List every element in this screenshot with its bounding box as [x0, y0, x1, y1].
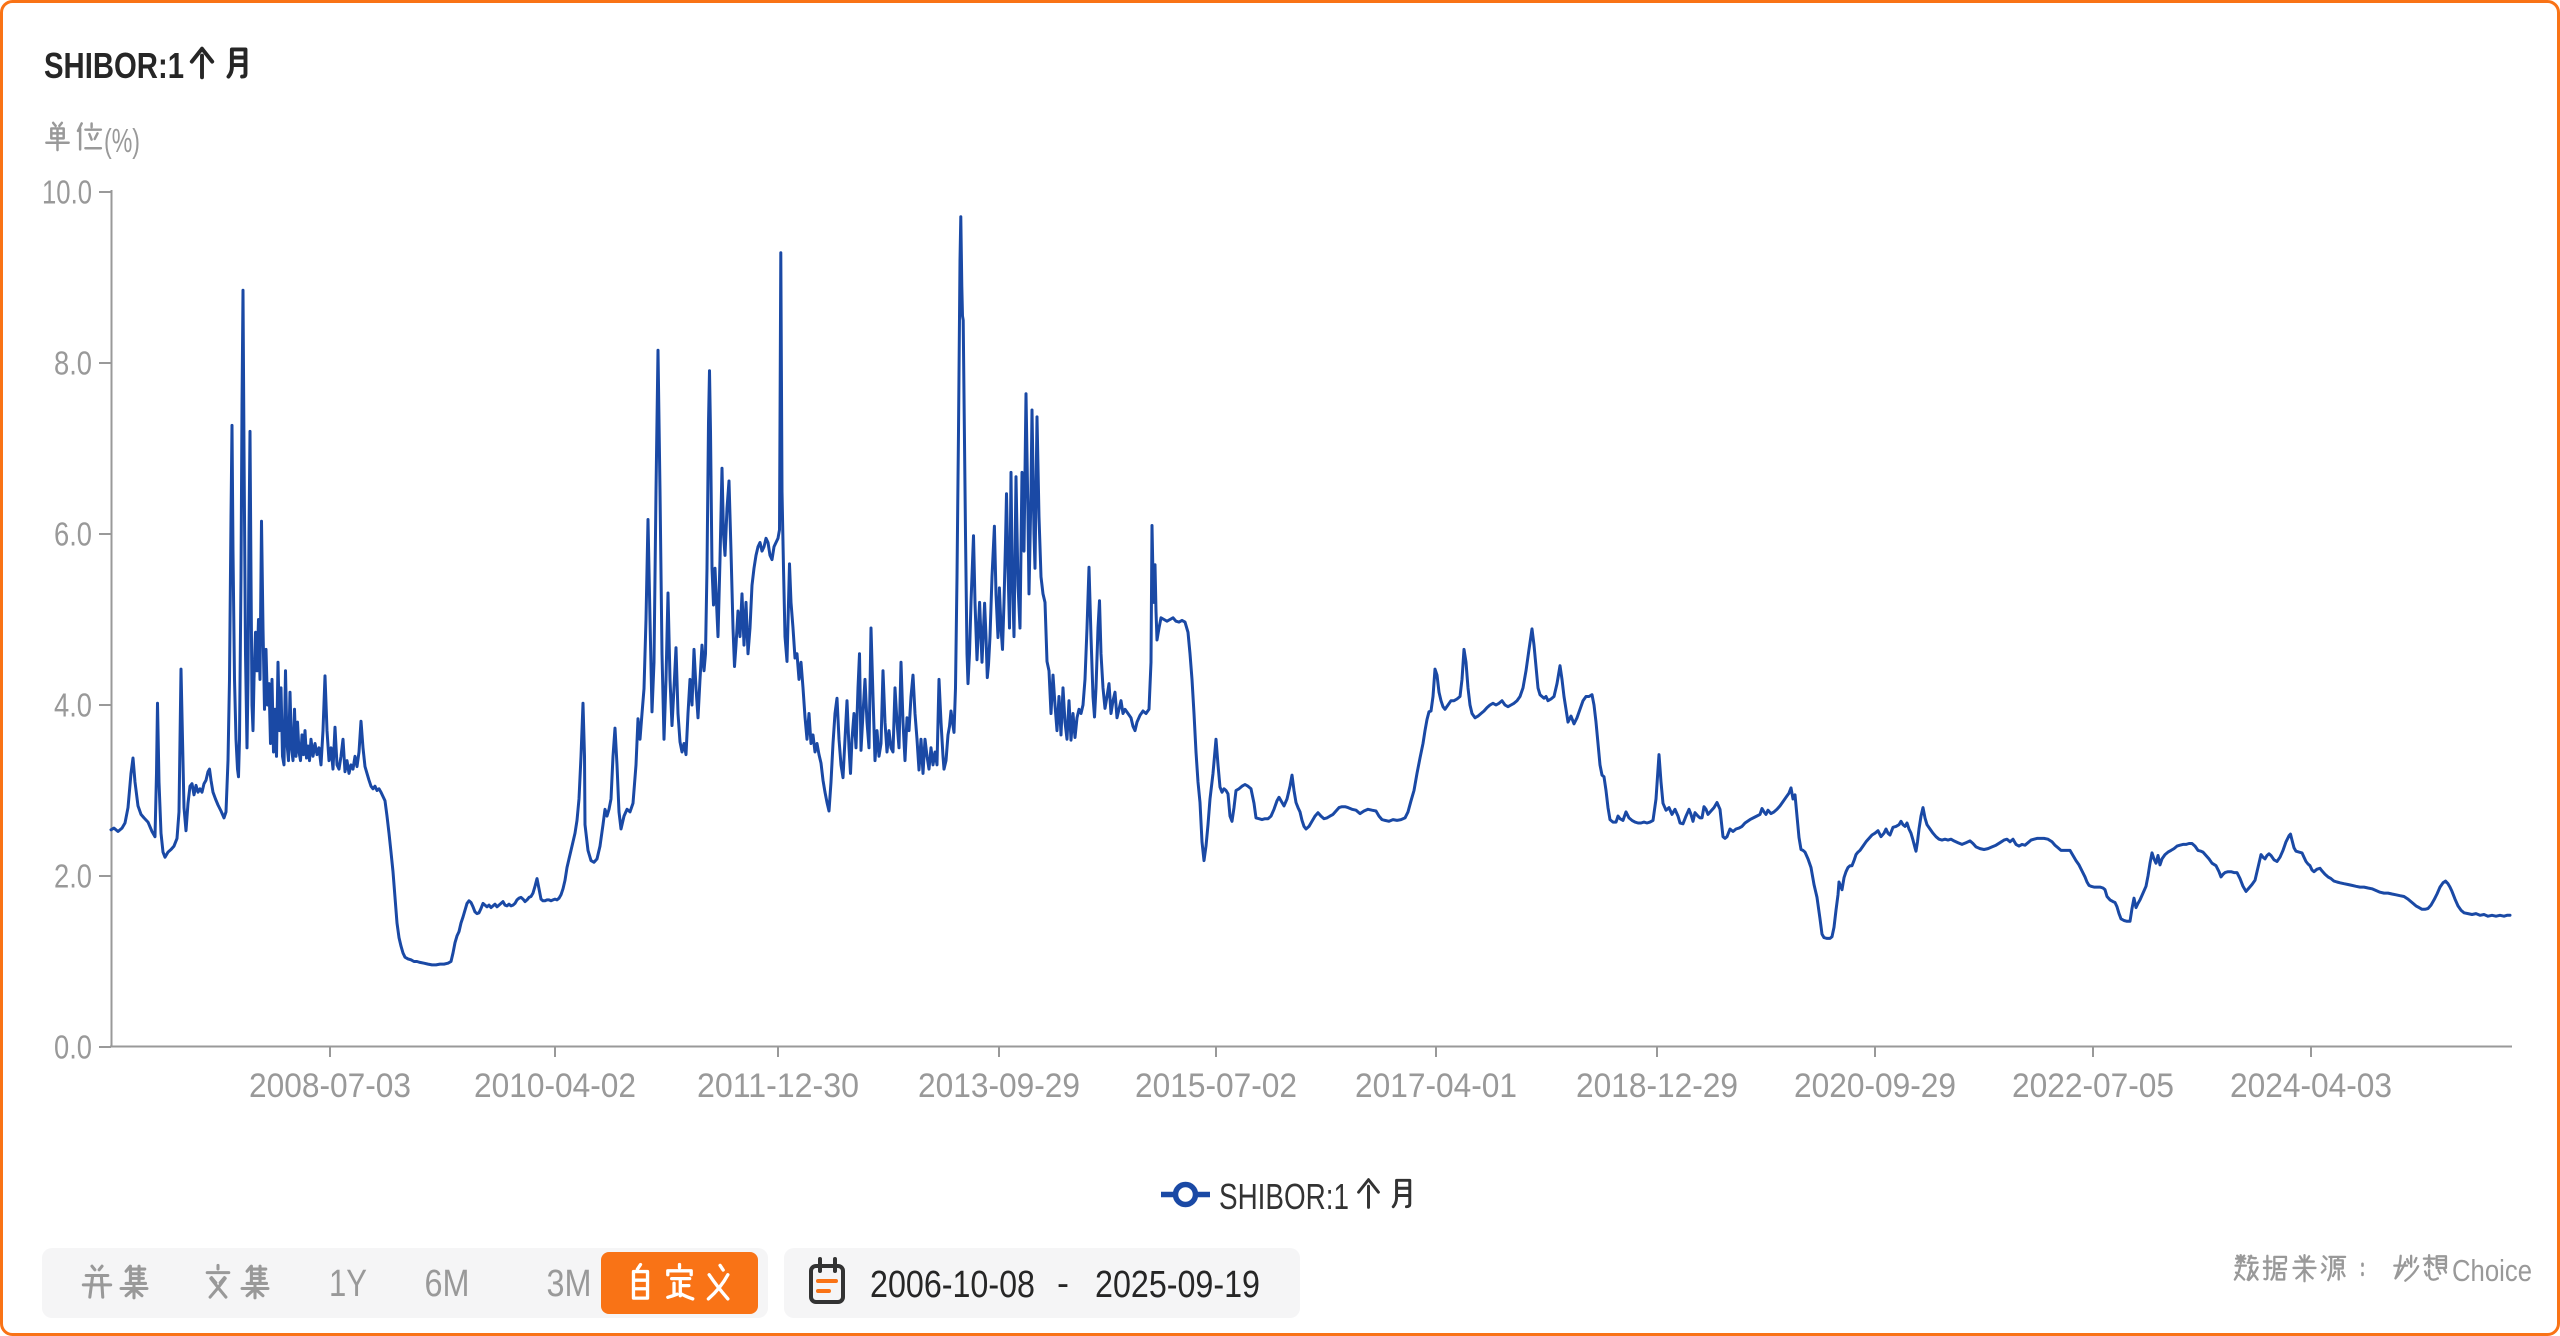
svg-text:0.0: 0.0 — [54, 1029, 92, 1066]
svg-text:2015-07-02: 2015-07-02 — [1135, 1067, 1297, 1105]
svg-text:1Y: 1Y — [329, 1263, 367, 1305]
svg-text:2013-09-29: 2013-09-29 — [918, 1067, 1080, 1105]
svg-text:3M: 3M — [547, 1263, 592, 1305]
svg-text:SHIBOR:1: SHIBOR:1 — [44, 45, 184, 86]
svg-text:4.0: 4.0 — [54, 687, 92, 724]
svg-text:(%): (%) — [104, 122, 140, 159]
svg-text:2024-04-03: 2024-04-03 — [2230, 1067, 2392, 1105]
svg-text:-: - — [1057, 1262, 1069, 1303]
svg-text:2017-04-01: 2017-04-01 — [1355, 1067, 1517, 1105]
svg-text:10.0: 10.0 — [42, 174, 92, 211]
svg-text:2022-07-05: 2022-07-05 — [2012, 1067, 2174, 1105]
svg-text:2020-09-29: 2020-09-29 — [1794, 1067, 1956, 1105]
svg-text:2011-12-30: 2011-12-30 — [697, 1067, 859, 1105]
svg-text:2010-04-02: 2010-04-02 — [474, 1067, 636, 1105]
svg-text:6.0: 6.0 — [54, 516, 92, 553]
svg-text:6M: 6M — [425, 1263, 470, 1305]
svg-text:2025-09-19: 2025-09-19 — [1095, 1264, 1260, 1306]
svg-text:8.0: 8.0 — [54, 345, 92, 382]
svg-text:SHIBOR:1: SHIBOR:1 — [1219, 1176, 1349, 1217]
svg-text:2008-07-03: 2008-07-03 — [249, 1067, 411, 1105]
svg-text:Choice: Choice — [2452, 1253, 2532, 1288]
svg-text:2.0: 2.0 — [54, 858, 92, 895]
svg-text:2006-10-08: 2006-10-08 — [870, 1264, 1035, 1306]
svg-text:2018-12-29: 2018-12-29 — [1576, 1067, 1738, 1105]
